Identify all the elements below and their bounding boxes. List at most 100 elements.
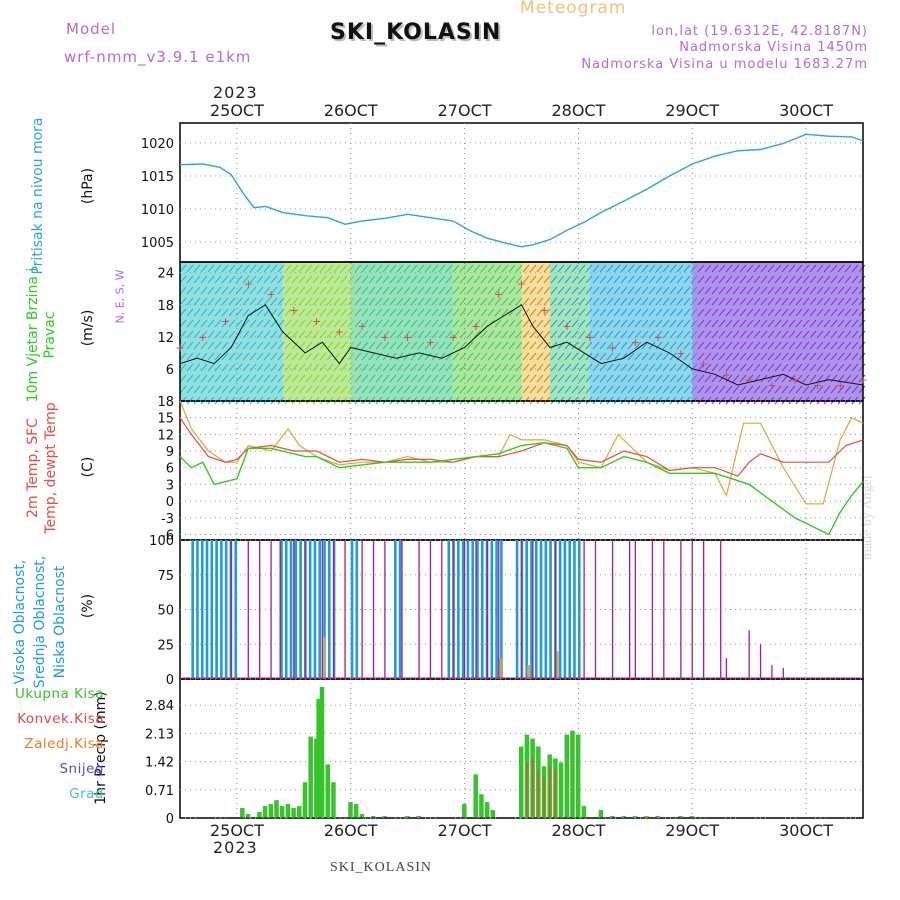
high-cloud-bar bbox=[294, 540, 298, 679]
wind-barb bbox=[697, 264, 705, 273]
wind-barb bbox=[186, 374, 194, 383]
wind-barb bbox=[396, 330, 404, 339]
wind-barb bbox=[179, 264, 187, 273]
wind-barb bbox=[564, 286, 572, 295]
wind-barb bbox=[599, 352, 607, 361]
wind-barb bbox=[221, 341, 229, 350]
high-cloud-bar bbox=[568, 540, 571, 679]
mid-cloud-bar bbox=[527, 665, 531, 679]
wind-barb bbox=[767, 352, 775, 361]
wind-barb bbox=[760, 363, 768, 372]
wind-barb bbox=[522, 319, 530, 328]
gust-marker: + bbox=[289, 304, 298, 317]
wind-barb bbox=[396, 308, 404, 317]
gust-marker: + bbox=[745, 374, 754, 387]
wind-barb bbox=[718, 363, 726, 372]
wind-barb bbox=[634, 286, 642, 295]
precip-total-bar bbox=[285, 804, 291, 818]
wind-barb bbox=[515, 385, 523, 394]
wind-barb bbox=[263, 275, 271, 284]
wind-barb bbox=[487, 374, 495, 383]
wind-barb bbox=[816, 264, 824, 273]
wind-barb bbox=[606, 297, 614, 306]
wind-barb bbox=[473, 308, 481, 317]
wind-barb bbox=[788, 308, 796, 317]
wind-barb bbox=[599, 363, 607, 372]
wind-barb bbox=[858, 374, 866, 383]
wind-barb bbox=[529, 385, 537, 394]
wind-barb bbox=[648, 297, 656, 306]
wind-barb bbox=[767, 308, 775, 317]
wind-barb bbox=[753, 363, 761, 372]
wind-barb bbox=[627, 297, 635, 306]
wind-barb bbox=[242, 363, 250, 372]
wind-barb bbox=[186, 341, 194, 350]
wind-barb bbox=[473, 297, 481, 306]
wind-barb bbox=[452, 308, 460, 317]
wind-barb bbox=[333, 363, 341, 372]
precip-total-bar bbox=[405, 816, 410, 818]
wind-barb bbox=[676, 264, 684, 273]
wind-barb bbox=[690, 319, 698, 328]
wind-barb bbox=[375, 286, 383, 295]
wind-barb bbox=[193, 319, 201, 328]
wind-barb bbox=[606, 363, 614, 372]
wind-barb bbox=[473, 341, 481, 350]
wind-barb bbox=[550, 363, 558, 372]
wind-barb bbox=[277, 385, 285, 394]
wind-barb bbox=[375, 297, 383, 306]
wind-barb bbox=[543, 275, 551, 284]
wind-barb bbox=[431, 385, 439, 394]
wind-barb bbox=[802, 385, 810, 394]
gust-marker: + bbox=[562, 320, 571, 333]
wind-barb bbox=[354, 264, 362, 273]
wind-barb bbox=[277, 308, 285, 317]
wind-barb bbox=[662, 308, 670, 317]
wind-barb bbox=[683, 286, 691, 295]
wind-barb bbox=[851, 330, 859, 339]
wind-barb bbox=[312, 264, 320, 273]
wind-barb bbox=[837, 319, 845, 328]
wind-barb bbox=[732, 330, 740, 339]
wind-barb bbox=[326, 385, 334, 394]
wind-barb bbox=[256, 341, 264, 350]
wind-barb bbox=[193, 286, 201, 295]
wind-barb bbox=[578, 341, 586, 350]
wind-barb bbox=[739, 374, 747, 383]
wind-barb bbox=[480, 275, 488, 284]
y-tick-label: 2.13 bbox=[145, 727, 174, 742]
wind-barb bbox=[746, 385, 754, 394]
wind-barb bbox=[396, 286, 404, 295]
wind-barb bbox=[270, 363, 278, 372]
wind-barb bbox=[270, 264, 278, 273]
wind-barb bbox=[438, 308, 446, 317]
wind-barb bbox=[494, 319, 502, 328]
wind-barb bbox=[823, 264, 831, 273]
wind-barb bbox=[375, 341, 383, 350]
wind-barb bbox=[361, 374, 369, 383]
wind-barb bbox=[697, 319, 705, 328]
y-tick-label: 9 bbox=[166, 445, 174, 460]
wind-barb bbox=[683, 319, 691, 328]
wind-barb bbox=[305, 374, 313, 383]
wind-barb bbox=[774, 264, 782, 273]
precip-total-bar bbox=[678, 816, 683, 818]
wind-barb bbox=[333, 308, 341, 317]
wind-barb bbox=[767, 374, 775, 383]
wind-barb bbox=[788, 341, 796, 350]
wind-barb bbox=[319, 319, 327, 328]
wind-barb bbox=[564, 275, 572, 284]
gust-marker: + bbox=[858, 374, 867, 387]
temp2m-line bbox=[179, 417, 864, 477]
wind-barb bbox=[767, 341, 775, 350]
wind-barb bbox=[592, 363, 600, 372]
wind-barb bbox=[851, 308, 859, 317]
wind-barb bbox=[753, 341, 761, 350]
wind-barb bbox=[606, 341, 614, 350]
high-cloud-bar bbox=[350, 540, 354, 679]
wind-barb bbox=[270, 297, 278, 306]
wind-barb bbox=[543, 286, 551, 295]
wind-barb bbox=[613, 363, 621, 372]
precip-total-bar bbox=[558, 762, 564, 818]
wind-barb bbox=[347, 352, 355, 361]
